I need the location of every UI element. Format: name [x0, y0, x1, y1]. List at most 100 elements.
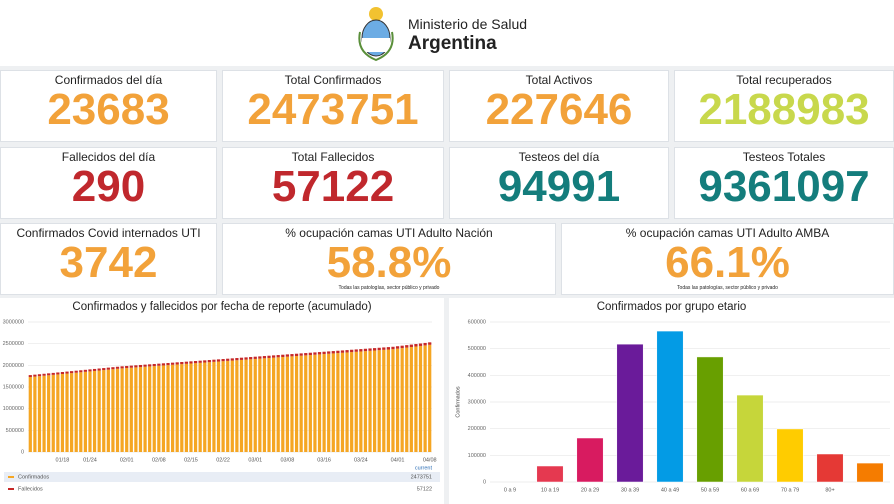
logo [358, 7, 394, 62]
bar-segment [409, 344, 413, 348]
bar-segment [368, 350, 372, 452]
bar-segment [207, 362, 211, 452]
bar-segment [152, 363, 156, 367]
bar-segment [428, 342, 432, 345]
y-tick-label: 500000 [6, 428, 24, 434]
bar-segment [216, 361, 221, 452]
y-tick-label: 100000 [468, 453, 486, 459]
bar-segment [193, 361, 198, 364]
bar-segment [184, 363, 188, 452]
bar-segment [244, 359, 248, 452]
bar-segment [129, 367, 133, 452]
bar-segment [33, 376, 37, 452]
bar-segment [102, 368, 106, 371]
card-value: 227646 [485, 85, 633, 134]
bar-segment [212, 361, 216, 452]
x-tick-label: 04/01 [391, 457, 405, 463]
bar-segment [322, 354, 326, 452]
bar-segment [47, 373, 51, 376]
y-tick-label: 1500000 [3, 384, 24, 390]
bar-segment [262, 356, 267, 359]
card-title: Total Activos [525, 73, 593, 87]
bar-segment [377, 350, 381, 452]
bar-segment [272, 357, 276, 452]
card-value: 2473751 [247, 85, 419, 134]
y-tick-label: 3000000 [3, 319, 24, 325]
bar-segment [336, 350, 340, 354]
bar-segment [125, 365, 129, 369]
bar-segment [235, 358, 239, 361]
bar-segment [327, 351, 331, 354]
bar-segment [180, 362, 184, 365]
bar-segment [235, 360, 239, 452]
bar-segment [92, 370, 97, 452]
card-note: Todas las patologías, sector público y p… [677, 285, 778, 291]
bar-segment [340, 352, 345, 452]
bar-segment [88, 371, 92, 452]
card-title: Confirmados Covid internados UTI [16, 226, 201, 240]
legend-row [4, 472, 440, 482]
bar-segment [143, 366, 147, 452]
card-value: 23683 [47, 85, 170, 134]
bar-segment [70, 371, 74, 374]
bar-segment [391, 349, 395, 452]
bar-segment [331, 353, 335, 452]
bar-segment [148, 364, 152, 367]
y-tick-label: 2000000 [3, 363, 24, 369]
x-tick-label: 10 a 19 [541, 487, 559, 493]
bar [616, 343, 644, 483]
card: Total Fallecidos 57122 [222, 147, 444, 219]
bar-segment [386, 349, 390, 452]
bar-segment [171, 364, 175, 452]
bar-segment [70, 373, 74, 452]
bar-segment [83, 369, 87, 372]
card-title: Confirmados del día [54, 73, 163, 87]
bar-segment [391, 346, 395, 350]
bar-segment [143, 364, 147, 367]
bar-segment [230, 358, 234, 361]
bar-segment [47, 375, 51, 452]
bar-segment [276, 357, 280, 452]
x-tick-label: 50 a 59 [701, 487, 719, 493]
bar-segment [281, 356, 285, 452]
bar-segment [249, 357, 253, 360]
bar-segment [51, 374, 55, 452]
bar [656, 330, 684, 483]
legend-row [4, 484, 440, 494]
bar-segment [423, 342, 427, 346]
bar-segment [340, 350, 345, 353]
y-tick-label: 2500000 [3, 341, 24, 347]
bar-segment [377, 347, 381, 351]
bar-segment [125, 368, 129, 452]
chart: Confirmados y fallecidos por fecha de re… [0, 298, 444, 504]
legend-header: current [415, 465, 433, 471]
bar-segment [106, 367, 110, 370]
bar-segment [313, 354, 317, 452]
bar-segment [161, 365, 166, 452]
y-tick-label: 500000 [468, 346, 486, 352]
x-tick-label: 80+ [825, 487, 834, 493]
bar-segment [308, 355, 312, 452]
bar-segment [106, 369, 110, 452]
bar [736, 394, 764, 483]
bar-segment [294, 356, 299, 452]
x-tick-label: 03/24 [354, 457, 368, 463]
bar-segment [42, 375, 46, 452]
bar-segment [299, 355, 303, 452]
bar-segment [304, 355, 308, 452]
y-tick-label: 0 [21, 449, 24, 455]
bar-segment [56, 374, 60, 452]
bar-segment [285, 354, 289, 357]
bar-segment [428, 344, 432, 452]
bar-segment [290, 356, 294, 452]
bar-segment [395, 346, 400, 349]
bar-segment [79, 372, 83, 452]
bar-segment [37, 376, 42, 452]
y-tick-label: 600000 [468, 319, 486, 325]
bar-segment [171, 362, 175, 365]
bar-segment [166, 362, 170, 366]
bar-segment [138, 364, 143, 368]
bar-segment [414, 344, 418, 347]
bar-segment [198, 362, 202, 452]
bar-segment [74, 372, 78, 452]
